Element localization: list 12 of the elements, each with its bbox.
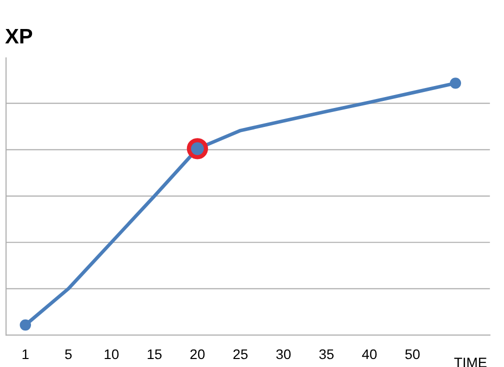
x-tick-label: 10	[104, 349, 119, 360]
x-tick-label: 40	[362, 349, 377, 360]
chart-title: XP	[5, 29, 32, 44]
x-tick-label: 1	[22, 349, 29, 360]
x-tick-label: 35	[319, 349, 334, 360]
x-tick-label: 15	[148, 349, 162, 360]
x-tick-label: 25	[233, 349, 248, 360]
x-tick-label: 5	[65, 349, 72, 360]
x-axis-title: TIME	[454, 358, 487, 367]
x-tick-label: 50	[405, 349, 420, 360]
x-tick-label: 30	[276, 349, 291, 360]
x-tick-label: 20	[190, 349, 205, 360]
